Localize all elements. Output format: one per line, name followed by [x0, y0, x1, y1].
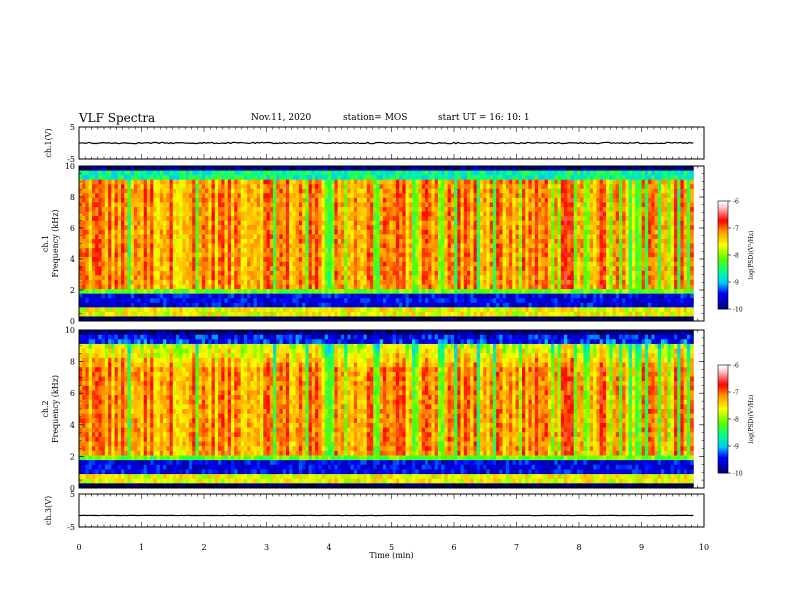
- x-tick-label: 10: [699, 543, 709, 552]
- colorbar-ch2: -6 -7 -8 -9 -10 log(PSD)(V²/Hz): [717, 363, 755, 478]
- y-axis-label: Frequency (kHz): [51, 375, 60, 443]
- x-tick-label: 8: [576, 543, 581, 552]
- y-tick-label: 0: [70, 317, 75, 326]
- y-tick-label: 8: [70, 358, 75, 367]
- y-tick-label: 6: [70, 389, 75, 398]
- y-tick-label: -5: [67, 523, 75, 532]
- y-tick-label: 5: [70, 490, 75, 499]
- colorbar-tick-label: -9: [733, 444, 739, 451]
- x-tick-label: 4: [326, 543, 331, 552]
- date-label: Nov.11, 2020: [251, 113, 312, 123]
- colorbar-tick-label: -6: [733, 199, 739, 206]
- spectrogram-image-ch1: [79, 166, 694, 322]
- x-tick-label: 7: [514, 543, 519, 552]
- y-tick-label: 8: [70, 193, 75, 202]
- colorbar-label: log(PSD)(V²/Hz): [748, 231, 755, 280]
- y-tick-label: -5: [67, 155, 75, 164]
- colorbar-tick-label: -8: [733, 253, 739, 260]
- x-tick-label: 0: [76, 543, 81, 552]
- x-tick-label: 9: [639, 543, 644, 552]
- y-axis-label: Frequency (kHz): [51, 209, 60, 277]
- colorbar-tick-label: -6: [733, 363, 739, 370]
- station-label: station= MOS: [343, 113, 408, 123]
- colorbar-tick-label: -9: [733, 280, 739, 287]
- y-tick-label: 2: [70, 286, 75, 295]
- figure-title: VLF Spectra: [79, 111, 156, 125]
- x-tick-label: 5: [389, 543, 394, 552]
- start-time-label: start UT = 16: 10: 1: [438, 113, 530, 123]
- x-tick-label: 1: [139, 543, 144, 552]
- colorbar-tick-label: -7: [733, 226, 739, 233]
- y-tick-label: 4: [70, 421, 75, 430]
- y-axis-label: ch.1(V): [44, 128, 53, 157]
- y-axis-label-channel: ch.1: [41, 235, 50, 252]
- y-axis-label: ch.3(V): [44, 496, 53, 525]
- y-tick-label: 2: [70, 452, 75, 461]
- colorbar-ch1: -6 -7 -8 -9 -10 log(PSD)(V²/Hz): [717, 199, 755, 314]
- colorbar-label: log(PSD)(V²/Hz): [748, 395, 755, 444]
- colorbar-tick-label: -7: [733, 390, 739, 397]
- x-tick-label: 2: [201, 543, 206, 552]
- y-tick-label: 10: [65, 326, 75, 335]
- y-tick-label: 0: [70, 484, 75, 493]
- colorbar-tick-label: -10: [733, 471, 743, 478]
- colorbar-tick-label: -10: [733, 307, 743, 314]
- y-tick-label: 6: [70, 224, 75, 233]
- colorbar-tick-label: -8: [733, 417, 739, 424]
- y-tick-label: 10: [65, 162, 75, 171]
- y-tick-label: 5: [70, 123, 75, 132]
- x-tick-label: 6: [451, 543, 456, 552]
- waveform-trace-ch1: [78, 141, 694, 145]
- y-axis-label-channel: ch.2: [41, 400, 50, 417]
- spectrogram-image-ch2: [79, 330, 694, 489]
- x-axis-label: Time (min): [369, 551, 413, 560]
- x-tick-label: 3: [264, 543, 269, 552]
- y-tick-label: 4: [70, 255, 75, 264]
